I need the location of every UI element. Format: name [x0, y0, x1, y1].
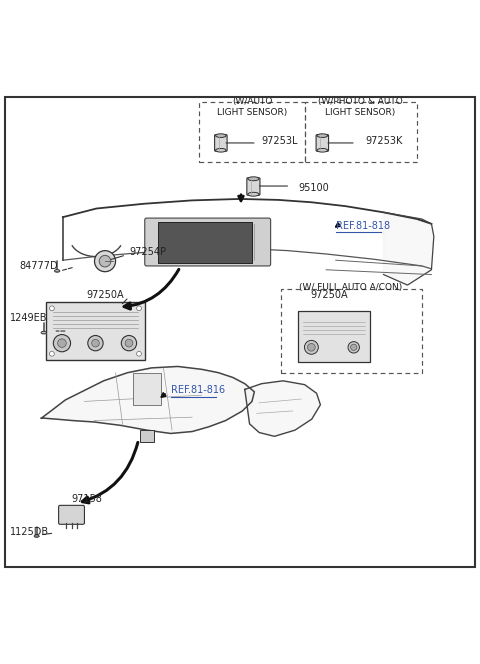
FancyBboxPatch shape: [215, 135, 227, 151]
Circle shape: [125, 339, 133, 347]
Circle shape: [350, 344, 357, 351]
Text: 97250A: 97250A: [311, 290, 348, 299]
FancyBboxPatch shape: [145, 218, 271, 266]
Circle shape: [304, 341, 318, 355]
Circle shape: [99, 256, 111, 267]
Text: 97158: 97158: [72, 493, 102, 503]
FancyBboxPatch shape: [158, 222, 252, 262]
Text: 84777D: 84777D: [20, 261, 59, 271]
Circle shape: [49, 306, 54, 311]
Polygon shape: [384, 212, 434, 285]
Text: 97250A: 97250A: [86, 290, 123, 299]
Circle shape: [137, 351, 142, 356]
Circle shape: [308, 343, 315, 351]
FancyBboxPatch shape: [247, 178, 260, 195]
FancyBboxPatch shape: [316, 135, 329, 151]
FancyBboxPatch shape: [133, 373, 160, 405]
Text: 97254P: 97254P: [129, 246, 166, 256]
Circle shape: [348, 341, 360, 353]
Ellipse shape: [34, 535, 39, 537]
Text: LIGHT SENSOR): LIGHT SENSOR): [325, 108, 396, 117]
Ellipse shape: [317, 149, 328, 152]
Text: 1249EB: 1249EB: [10, 313, 48, 323]
Text: (W/AUTO: (W/AUTO: [232, 97, 272, 106]
Text: 97253K: 97253K: [365, 135, 403, 145]
Ellipse shape: [216, 133, 226, 137]
Text: (W/PHOTO & AUTO: (W/PHOTO & AUTO: [318, 97, 403, 106]
Circle shape: [92, 339, 99, 347]
Ellipse shape: [55, 270, 60, 272]
Ellipse shape: [317, 133, 328, 137]
Ellipse shape: [216, 149, 226, 152]
Circle shape: [121, 335, 137, 351]
Ellipse shape: [248, 177, 259, 181]
Circle shape: [88, 335, 103, 351]
Polygon shape: [41, 367, 254, 434]
Text: LIGHT SENSOR): LIGHT SENSOR): [217, 108, 287, 117]
Circle shape: [49, 351, 54, 356]
Circle shape: [137, 306, 142, 311]
Text: 95100: 95100: [299, 183, 329, 193]
Text: 97253L: 97253L: [262, 135, 298, 145]
Text: (W/ FULL AUTO A/CON): (W/ FULL AUTO A/CON): [300, 284, 403, 292]
Text: 1125DB: 1125DB: [10, 527, 49, 537]
Circle shape: [58, 339, 66, 347]
Circle shape: [53, 335, 71, 352]
Polygon shape: [245, 381, 321, 436]
Text: REF.81-818: REF.81-818: [336, 220, 390, 231]
FancyBboxPatch shape: [59, 505, 84, 525]
Text: REF.81-816: REF.81-816: [170, 385, 225, 395]
Ellipse shape: [41, 331, 47, 334]
FancyBboxPatch shape: [298, 311, 371, 362]
Ellipse shape: [248, 193, 259, 196]
Circle shape: [95, 250, 116, 272]
FancyBboxPatch shape: [46, 301, 145, 361]
FancyBboxPatch shape: [140, 430, 155, 442]
